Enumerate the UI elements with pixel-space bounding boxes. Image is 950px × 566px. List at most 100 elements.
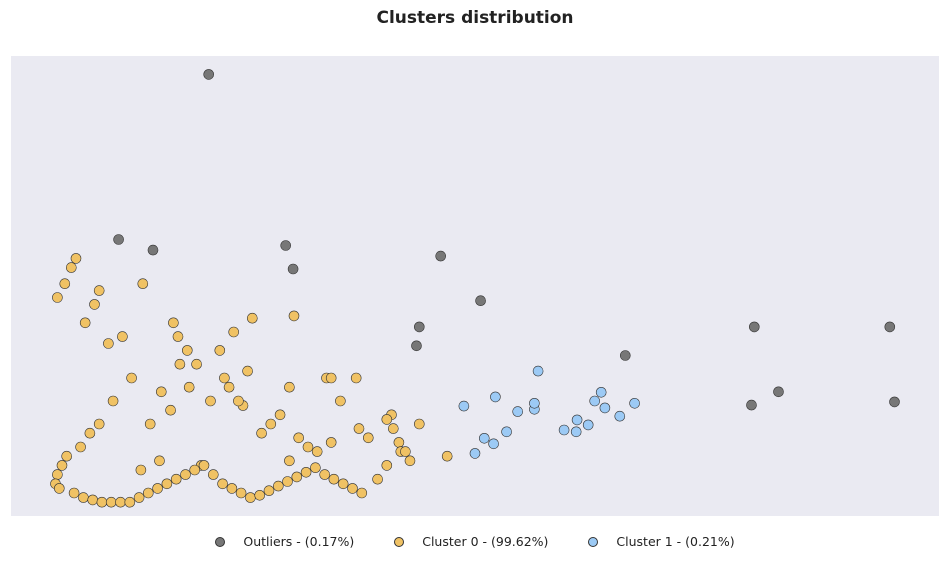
cluster-1-point [570, 426, 582, 438]
outliers-point [280, 240, 292, 251]
legend-marker-outliers [215, 536, 226, 547]
cluster-1-point [614, 410, 626, 422]
cluster-0-point [183, 381, 195, 393]
cluster-1-point [469, 448, 481, 459]
plot-area [11, 56, 939, 516]
cluster-0-point [137, 278, 149, 290]
cluster-0-point [205, 395, 216, 407]
cluster-0-point [61, 450, 72, 462]
cluster-0-point [282, 476, 293, 487]
cluster-0-point [325, 372, 337, 384]
cluster-0-point [154, 455, 165, 467]
cluster-0-point [93, 418, 105, 430]
cluster-0-point [78, 492, 89, 503]
cluster-0-point [117, 331, 128, 342]
outliers-point [748, 321, 760, 333]
cluster-1-point [532, 365, 544, 377]
cluster-0-point [161, 478, 173, 490]
cluster-0-point [325, 437, 337, 448]
cluster-0-point [245, 492, 256, 503]
cluster-0-point [79, 317, 91, 329]
cluster-1-point [458, 400, 470, 412]
cluster-0-point [254, 489, 266, 501]
cluster-0-point [441, 450, 453, 462]
cluster-0-point [170, 473, 182, 485]
cluster-0-point [180, 469, 191, 480]
cluster-0-point [272, 480, 284, 492]
cluster-0-point [52, 469, 63, 480]
cluster-0-point [198, 460, 210, 471]
cluster-1-point [599, 402, 611, 414]
outliers-point [411, 340, 422, 352]
outliers-point [619, 350, 631, 361]
cluster-0-point [335, 395, 346, 407]
cluster-0-point [52, 292, 63, 303]
cluster-0-point [168, 317, 179, 329]
cluster-0-point [182, 345, 193, 356]
cluster-1-point [589, 395, 601, 407]
cluster-0-point [328, 473, 340, 485]
cluster-0-point [84, 427, 96, 439]
outliers-point [746, 399, 757, 411]
outliers-point [113, 234, 124, 245]
cluster-0-point [353, 423, 365, 434]
cluster-0-point [174, 358, 186, 370]
cluster-0-point [274, 409, 286, 421]
chart-title: Clusters distribution [376, 8, 574, 28]
outliers-point [147, 244, 159, 256]
cluster-0-point [133, 492, 145, 503]
cluster-0-point [284, 455, 295, 467]
cluster-0-point [291, 471, 303, 483]
cluster-0-point [144, 418, 156, 430]
cluster-0-point [263, 485, 275, 497]
cluster-0-point [319, 469, 331, 480]
cluster-1-point [558, 424, 570, 436]
outliers-point [773, 386, 784, 398]
cluster-0-point [293, 432, 305, 444]
legend-label-cluster-1: Cluster 1 - (0.21%) [616, 534, 735, 549]
cluster-0-point [126, 372, 137, 384]
cluster-0-point [208, 469, 219, 480]
outliers-point [889, 396, 900, 408]
cluster-0-point [56, 460, 68, 471]
cluster-0-point [235, 487, 247, 499]
cluster-0-point [288, 310, 300, 322]
cluster-0-point [310, 462, 321, 474]
cluster-0-point [143, 487, 154, 499]
cluster-0-point [93, 285, 105, 296]
cluster-0-point [400, 446, 411, 457]
cluster-0-point [53, 483, 65, 494]
legend-item-outliers: Outliers - (0.17%) [215, 534, 354, 549]
cluster-0-point [347, 483, 358, 494]
legend-label-outliers: Outliers - (0.17%) [243, 534, 355, 549]
cluster-0-point [152, 483, 163, 494]
cluster-0-point [413, 418, 425, 430]
cluster-1-point [478, 432, 490, 444]
cluster-0-point [115, 496, 126, 508]
cluster-0-point [105, 496, 117, 508]
outliers-point [884, 321, 896, 333]
cluster-0-point [165, 404, 176, 416]
cluster-0-point [219, 372, 230, 384]
cluster-0-point [189, 464, 200, 476]
cluster-0-point [256, 427, 267, 439]
cluster-0-point [124, 496, 136, 508]
cluster-1-point [629, 397, 640, 409]
cluster-0-point [265, 418, 277, 430]
cluster-0-point [217, 478, 228, 490]
cluster-0-point [372, 473, 383, 485]
cluster-0-point [107, 395, 119, 407]
cluster-0-point [387, 423, 399, 434]
cluster-0-point [300, 466, 312, 478]
cluster-0-point [96, 496, 108, 508]
cluster-1-point [501, 426, 512, 438]
legend-item-cluster-1: Cluster 1 - (0.21%) [588, 534, 735, 549]
cluster-1-point [512, 406, 524, 417]
cluster-0-point [226, 483, 238, 494]
cluster-0-point [59, 278, 71, 290]
cluster-0-point [393, 437, 405, 448]
cluster-0-point [404, 455, 416, 467]
cluster-0-point [103, 338, 114, 349]
cluster-0-point [247, 312, 258, 324]
